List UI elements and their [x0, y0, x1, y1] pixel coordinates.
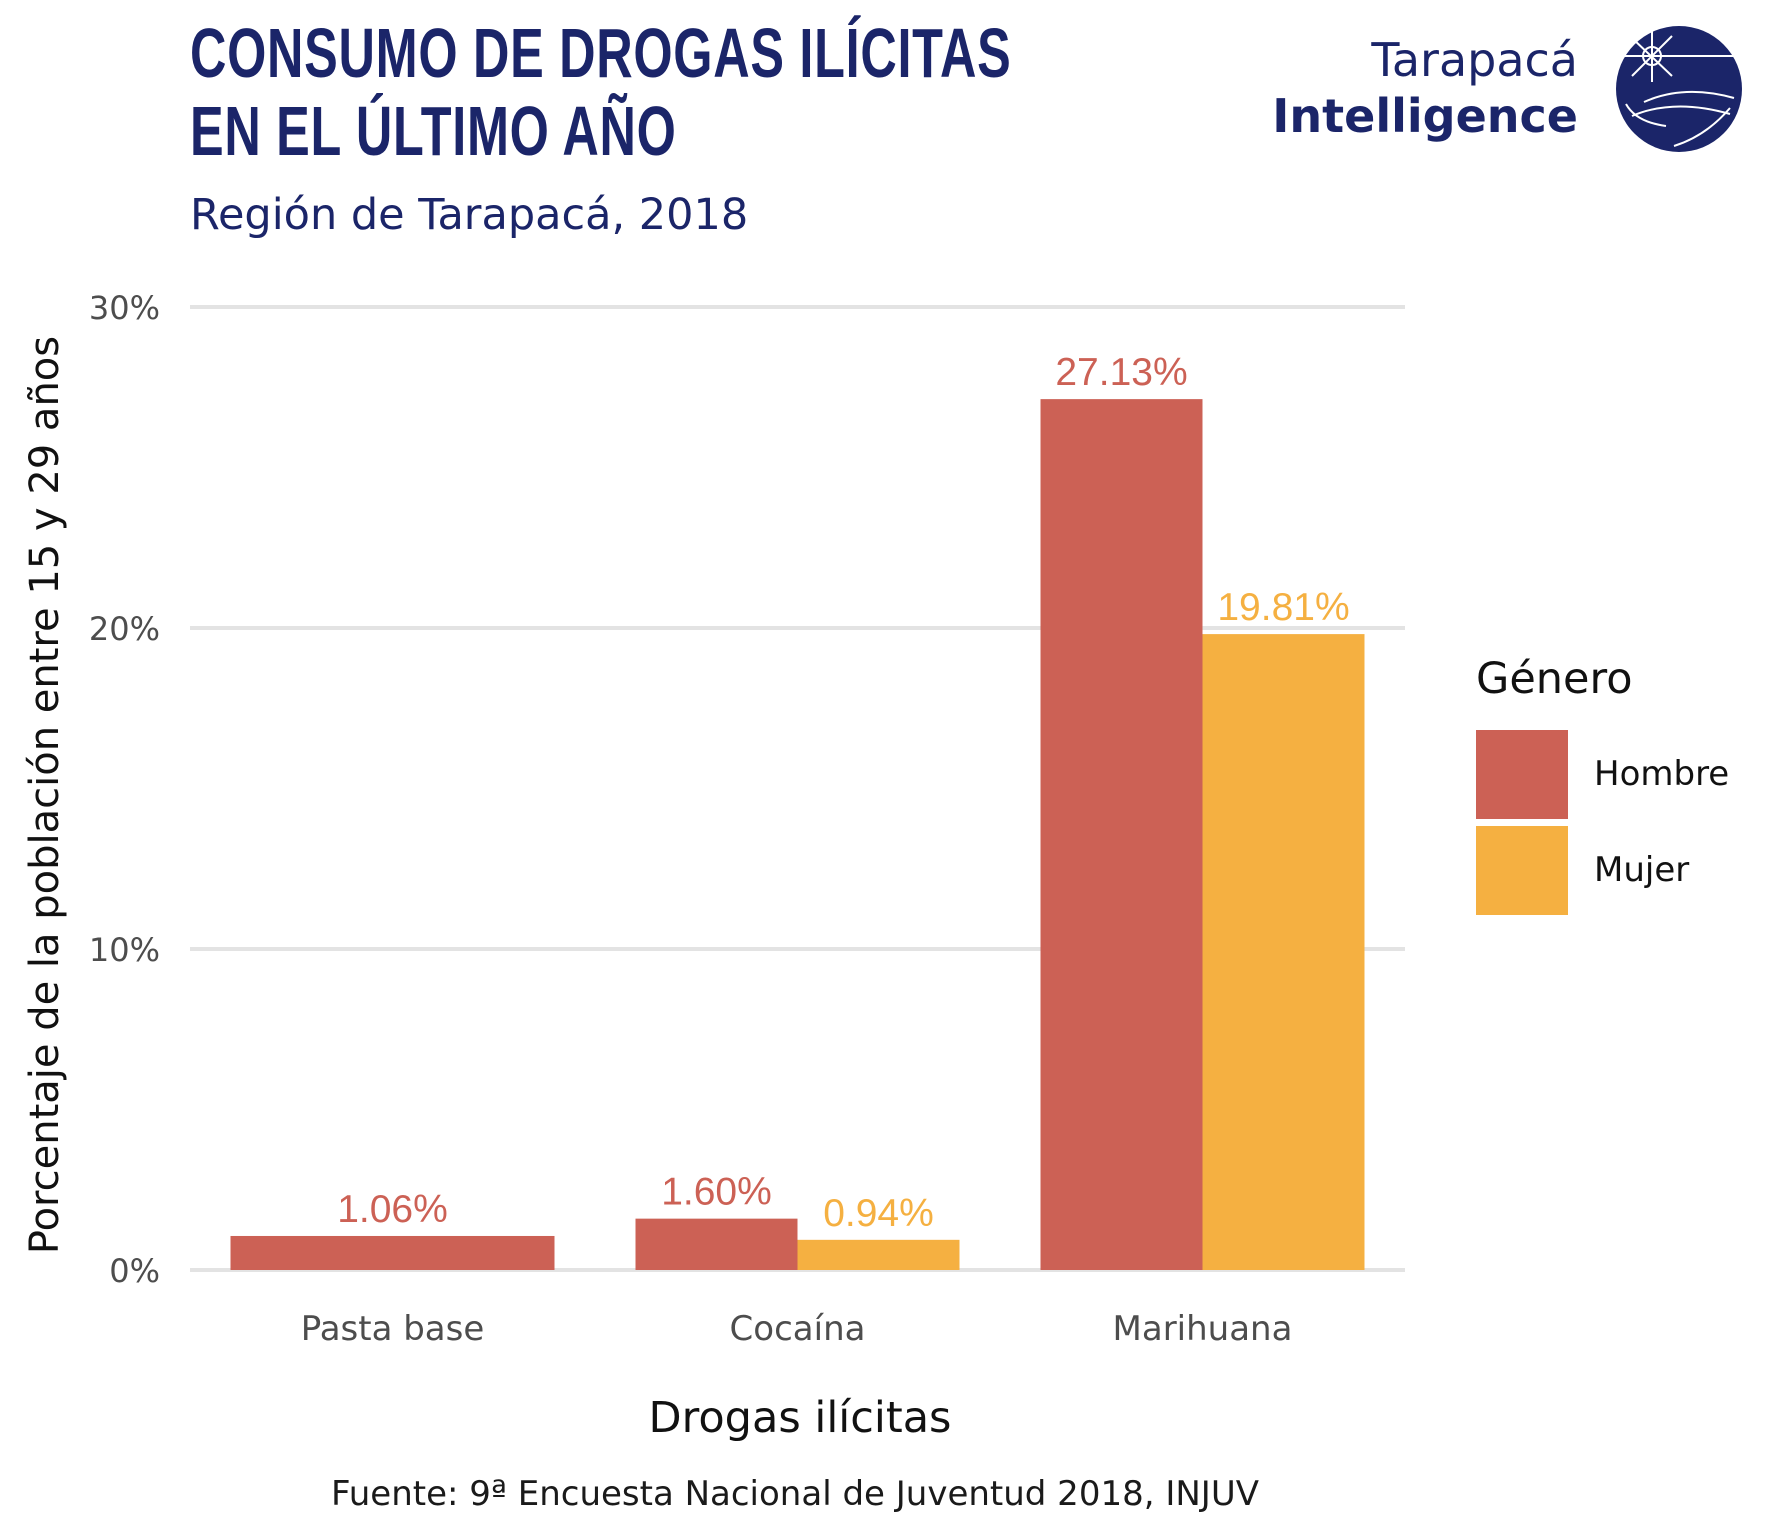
legend-title: Género: [1476, 654, 1633, 704]
data-label: 19.81%: [1217, 586, 1349, 629]
chart-title-line-2: en el último año: [190, 92, 677, 170]
brand-name-line-1: Tarapacá: [1371, 33, 1578, 87]
bar-mujer-3: [1202, 634, 1365, 1270]
legend-label-mujer: Mujer: [1594, 850, 1690, 890]
data-label: 1.06%: [337, 1188, 448, 1231]
brand-logo-text: Tarapacá Intelligence: [1272, 32, 1578, 144]
chart-title: Consumo de drogas ilícitas en el último …: [190, 14, 1011, 170]
bars: [230, 399, 1365, 1270]
x-axis-ticks: Pasta base Cocaína Marihuana: [301, 1309, 1293, 1349]
y-axis-ticks: 0% 10% 20% 30%: [89, 289, 160, 1290]
chart-subtitle: Región de Tarapacá, 2018: [190, 190, 749, 240]
x-axis-label: Drogas ilícitas: [649, 1393, 952, 1443]
data-label: 1.60%: [661, 1171, 772, 1214]
bar-hombre-1: [230, 1235, 555, 1270]
bar-mujer-2: [797, 1239, 960, 1270]
legend-swatch-hombre: [1476, 730, 1568, 819]
bar-hombre-3: [1040, 399, 1203, 1270]
x-tick-label: Marihuana: [1113, 1309, 1293, 1349]
y-tick-label: 10%: [89, 931, 160, 969]
x-tick-label: Pasta base: [301, 1309, 485, 1349]
bar-hombre-2: [635, 1218, 798, 1270]
data-label: 27.13%: [1055, 351, 1187, 394]
legend-label-hombre: Hombre: [1594, 754, 1730, 794]
y-tick-label: 0%: [109, 1252, 160, 1290]
brand-name-line-2: Intelligence: [1272, 89, 1578, 143]
y-tick-label: 30%: [89, 289, 160, 327]
y-tick-label: 20%: [89, 610, 160, 648]
x-tick-label: Cocaína: [730, 1309, 866, 1349]
globe-lighthouse-icon: [1616, 26, 1742, 152]
source-note: Fuente: 9ª Encuesta Nacional de Juventud…: [331, 1474, 1259, 1514]
legend-swatch-mujer: [1476, 826, 1568, 915]
chart-title-line-1: Consumo de drogas ilícitas: [190, 14, 1012, 92]
data-labels: 1.06% 1.60% 0.94% 27.13% 19.81%: [337, 351, 1349, 1235]
y-axis-label: Porcentaje de la población entre 15 y 29…: [22, 336, 68, 1254]
data-label: 0.94%: [823, 1192, 934, 1235]
